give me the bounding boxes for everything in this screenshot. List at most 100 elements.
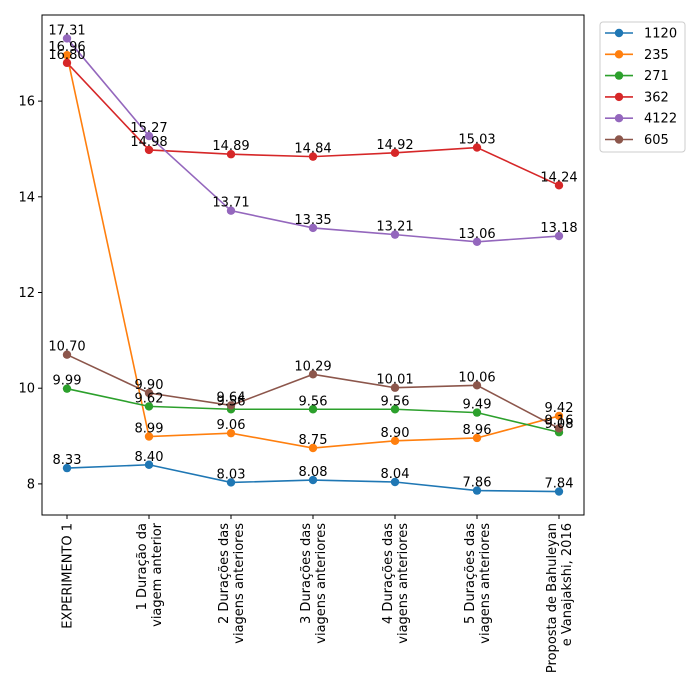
point-235-0 bbox=[62, 50, 72, 60]
point-235-5 bbox=[472, 433, 482, 443]
legend-item-235: 235 bbox=[605, 48, 669, 63]
legend-item-1120: 1120 bbox=[605, 27, 677, 42]
data-label-271-4: 9.56 bbox=[381, 394, 410, 409]
legend-item-362: 362 bbox=[605, 90, 669, 105]
point-235-2 bbox=[226, 428, 236, 438]
x-tick-label-4: 4 Durações dasviagens anteriores bbox=[381, 523, 411, 644]
data-label-362-0: 16.80 bbox=[48, 48, 85, 63]
data-label-4122-2: 13.71 bbox=[212, 196, 249, 211]
data-label-271-6: 9.08 bbox=[545, 417, 574, 432]
data-label-235-0: 16.96 bbox=[48, 40, 85, 55]
point-271-4 bbox=[390, 405, 400, 414]
y-tick-label-16: 16 bbox=[18, 95, 35, 110]
data-label-235-4: 8.90 bbox=[381, 426, 410, 441]
data-label-235-3: 8.75 bbox=[299, 433, 328, 448]
y-tick-label-12: 12 bbox=[18, 286, 35, 301]
data-label-1120-5: 7.86 bbox=[463, 476, 492, 491]
data-label-4122-6: 13.18 bbox=[540, 221, 577, 236]
point-605-0 bbox=[62, 350, 72, 359]
point-4122-1 bbox=[144, 131, 154, 141]
data-label-605-4: 10.01 bbox=[376, 373, 413, 388]
data-label-271-3: 9.56 bbox=[299, 394, 328, 409]
point-271-0 bbox=[62, 384, 72, 393]
data-labels-layer: 8.33 8.40 8.03 8.08 8.04 7.86 7.84 16.96 8.99 9.0… bbox=[48, 23, 577, 491]
point-362-1 bbox=[144, 145, 154, 155]
series-4122 bbox=[62, 34, 564, 246]
data-label-1120-3: 8.08 bbox=[299, 465, 328, 480]
data-label-235-1: 8.99 bbox=[135, 422, 164, 437]
data-label-605-2: 9.64 bbox=[217, 390, 246, 405]
legend-label-271: 271 bbox=[644, 69, 669, 84]
y-tick-label-10: 10 bbox=[18, 382, 35, 397]
data-label-362-3: 14.84 bbox=[294, 142, 331, 157]
point-4122-0 bbox=[62, 34, 72, 43]
point-605-1 bbox=[144, 388, 154, 398]
point-605-3 bbox=[308, 370, 318, 379]
point-362-6 bbox=[554, 181, 564, 190]
point-1120-5 bbox=[472, 486, 482, 495]
legend-marker-362 bbox=[614, 92, 624, 102]
point-1120-2 bbox=[226, 478, 236, 487]
point-235-4 bbox=[390, 436, 400, 446]
data-label-362-1: 14.98 bbox=[130, 135, 167, 150]
point-235-3 bbox=[308, 443, 318, 453]
legend-marker-605 bbox=[614, 135, 624, 144]
data-label-271-0: 9.99 bbox=[53, 374, 82, 389]
data-label-605-0: 10.70 bbox=[48, 340, 85, 355]
data-label-4122-0: 17.31 bbox=[48, 23, 85, 38]
legend-box bbox=[599, 21, 686, 153]
x-tick-label-1: 1 Duração daviagem anterior bbox=[135, 522, 165, 627]
point-362-0 bbox=[62, 58, 72, 68]
legend-label-1120: 1120 bbox=[644, 27, 677, 42]
point-4122-2 bbox=[226, 206, 236, 215]
x-tick-label-5: 5 Durações dasviagens anteriores bbox=[463, 523, 493, 644]
series-605 bbox=[62, 350, 564, 433]
legend-label-4122: 4122 bbox=[644, 112, 677, 127]
legend-marker-4122 bbox=[614, 114, 624, 123]
x-tick-label-2: 2 Durações dasviagens anteriores bbox=[217, 523, 247, 644]
data-label-1120-6: 7.84 bbox=[545, 477, 574, 492]
data-label-235-6: 9.42 bbox=[545, 401, 574, 416]
legend-marker-235 bbox=[614, 50, 624, 59]
data-label-362-2: 14.89 bbox=[212, 139, 249, 154]
series-layer bbox=[62, 34, 564, 496]
point-605-4 bbox=[390, 383, 400, 392]
series-1120 bbox=[62, 460, 564, 496]
data-label-4122-4: 13.21 bbox=[376, 220, 413, 235]
data-label-1120-0: 8.33 bbox=[53, 453, 82, 468]
legend-label-362: 362 bbox=[644, 90, 669, 105]
y-tick-label-8: 8 bbox=[27, 477, 35, 492]
y-tick-label-14: 14 bbox=[18, 190, 35, 205]
legend: 1120 235 271 362 4122 605 bbox=[599, 21, 686, 153]
x-tick-label-3: 3 Durações dasviagens anteriores bbox=[299, 523, 329, 644]
legend-item-271: 271 bbox=[605, 69, 669, 84]
data-label-605-3: 10.29 bbox=[294, 359, 331, 374]
data-label-271-1: 9.62 bbox=[135, 391, 164, 406]
point-271-5 bbox=[472, 408, 482, 417]
point-4122-5 bbox=[472, 237, 482, 246]
point-4122-3 bbox=[308, 223, 318, 233]
point-4122-4 bbox=[390, 230, 400, 239]
point-362-2 bbox=[226, 150, 236, 159]
point-4122-6 bbox=[554, 231, 564, 241]
data-label-605-6: 9.16 bbox=[545, 413, 574, 428]
x-tick-label-0: EXPERIMENTO 1 bbox=[61, 523, 76, 629]
data-label-362-5: 15.03 bbox=[458, 133, 495, 148]
data-label-235-5: 8.96 bbox=[463, 423, 492, 438]
point-605-2 bbox=[226, 401, 236, 410]
data-label-362-4: 14.92 bbox=[376, 138, 413, 153]
data-label-4122-3: 13.35 bbox=[294, 213, 331, 228]
plot-area bbox=[42, 15, 584, 515]
legend-item-605: 605 bbox=[605, 133, 669, 148]
point-1120-1 bbox=[144, 460, 154, 469]
point-362-4 bbox=[390, 148, 400, 157]
data-label-4122-5: 13.06 bbox=[458, 227, 495, 242]
data-label-1120-1: 8.40 bbox=[135, 450, 164, 465]
data-label-271-5: 9.49 bbox=[463, 398, 492, 413]
point-1120-4 bbox=[390, 477, 400, 487]
data-label-605-1: 9.90 bbox=[135, 378, 164, 393]
point-271-3 bbox=[308, 405, 318, 414]
point-271-1 bbox=[144, 402, 154, 411]
point-1120-3 bbox=[308, 475, 318, 485]
